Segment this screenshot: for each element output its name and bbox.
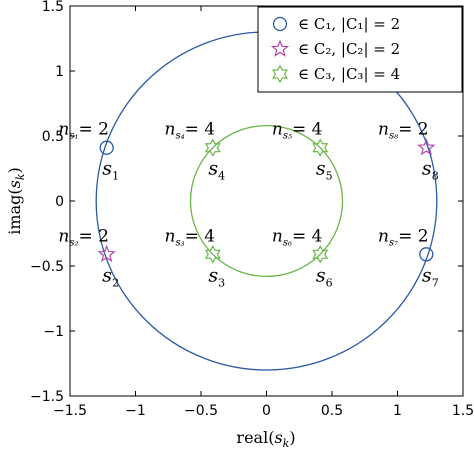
point-label-s4: s4 (208, 158, 225, 183)
legend-marker-3 (272, 64, 288, 84)
y-axis-label: imag(sk) (5, 167, 27, 234)
marker-series2-1 (97, 244, 116, 263)
point-label-s1: s1 (102, 158, 119, 183)
x-tick-label: −1.5 (53, 403, 87, 419)
point-label-s2: s2 (102, 264, 119, 289)
legend-label-1: ∈ C₁, |C₁| = 2 (298, 15, 400, 33)
point-label-s7: s7 (422, 264, 439, 289)
marker-series1-2 (419, 247, 434, 262)
y-tick-label: 1 (55, 64, 64, 80)
x-tick-label: 0.5 (321, 403, 343, 419)
legend-label-3: ∈ C₃, |C₃| = 4 (298, 65, 400, 83)
marker-series2-2 (417, 138, 436, 156)
count-label-s7: ns₇= 2 (378, 226, 429, 248)
data-markers (97, 138, 436, 264)
marker-series1-1 (99, 140, 114, 155)
count-label-s8: ns₈= 2 (378, 120, 429, 142)
count-label-s5: ns₅= 4 (272, 120, 323, 142)
marker-series3-2 (312, 138, 329, 157)
point-label-s5: s5 (316, 158, 333, 183)
legend-box (257, 6, 463, 93)
x-tick-label: 1 (393, 403, 402, 419)
y-tick-label: −1.5 (30, 389, 64, 405)
legend-marker-2 (270, 39, 290, 57)
x-tick-label: −1 (125, 403, 146, 419)
y-tick-label: −0.5 (30, 259, 64, 275)
point-annotations: ns₁= 2 s1 ns₂= 2 s2 ns₃= 4 s3 ns₄= 4 s4 ns₅= 4 s5… (58, 120, 438, 290)
count-label-s4: ns₄= 4 (165, 120, 216, 142)
x-tick-label: −0.5 (184, 403, 218, 419)
marker-series3-4 (312, 245, 329, 264)
count-label-s1: ns₁= 2 (58, 120, 109, 142)
legend-marker-1 (272, 16, 288, 32)
x-tick-label: 1.5 (452, 403, 474, 419)
x-tick-label: 0 (262, 403, 271, 419)
y-tick-label: 1.5 (42, 0, 64, 15)
y-tick-label: 0 (55, 194, 64, 210)
point-label-s6: s6 (316, 264, 333, 289)
marker-series3-3 (204, 245, 221, 264)
legend-label-2: ∈ C₂, |C₂| = 2 (298, 40, 400, 58)
y-tick-label: −1 (43, 324, 64, 340)
x-axis-label: real(sk) (236, 428, 295, 450)
circle-r0_58 (189, 124, 344, 278)
legend: ∈ C₁, |C₁| = 2 ∈ C₂, |C₂| = 2 ∈ C₃, |C₃| =… (257, 6, 463, 93)
count-label-s3: ns₃= 4 (165, 226, 216, 248)
point-label-s3: s3 (208, 264, 225, 289)
y-tick-label: 0.5 (42, 129, 64, 145)
point-label-s8: s8 (422, 158, 439, 183)
marker-series3-1 (204, 138, 221, 157)
count-label-s2: ns₂= 2 (58, 226, 109, 248)
count-label-s6: ns₆= 4 (272, 226, 323, 248)
